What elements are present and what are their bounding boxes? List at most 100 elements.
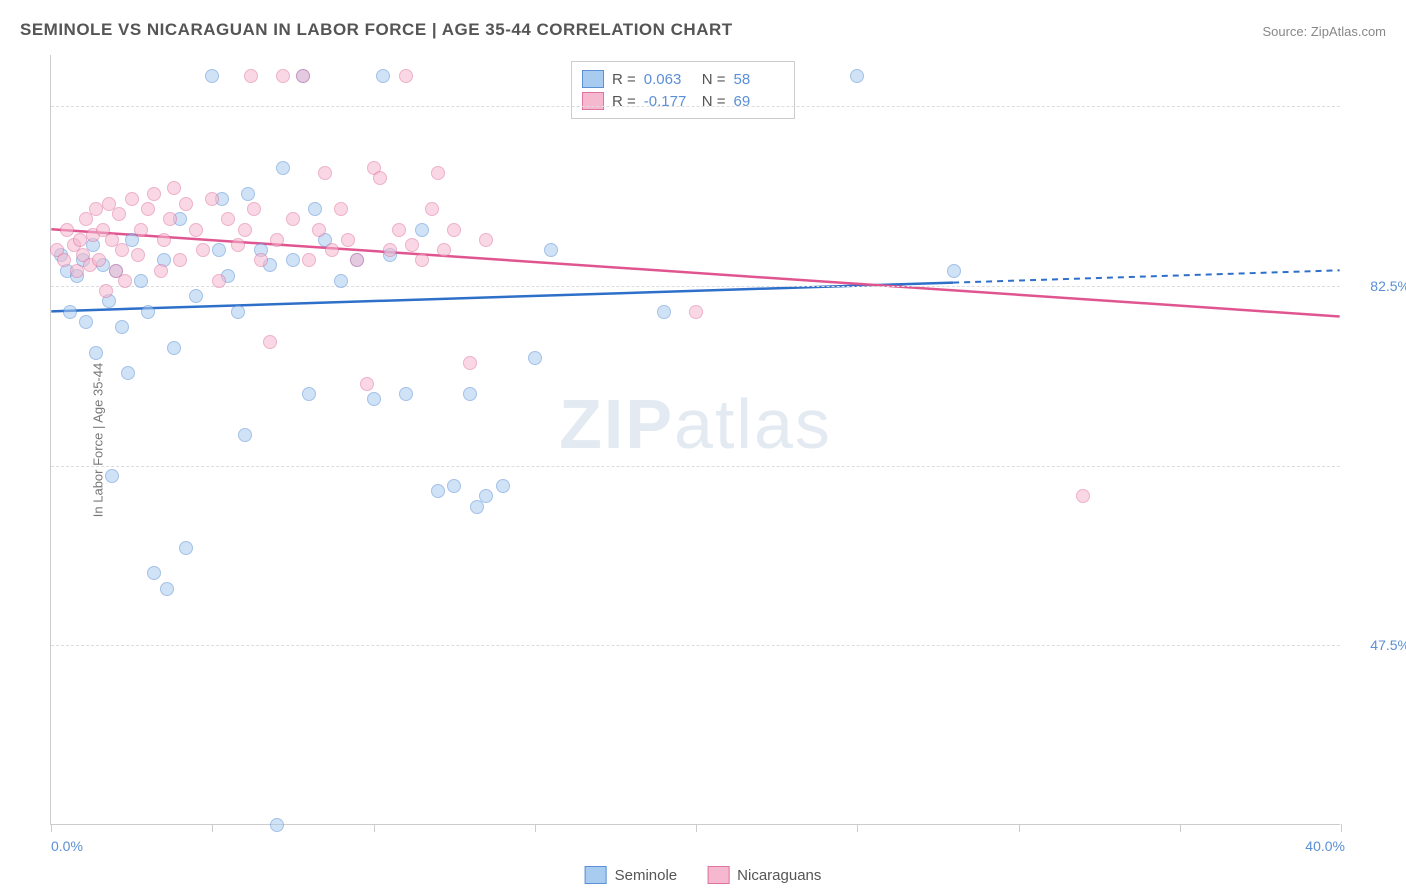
data-point — [496, 479, 510, 493]
y-axis-label: In Labor Force | Age 35-44 — [91, 362, 106, 516]
watermark: ZIPatlas — [559, 384, 832, 464]
chart-container: SEMINOLE VS NICARAGUAN IN LABOR FORCE | … — [0, 0, 1406, 892]
data-point — [431, 484, 445, 498]
data-point — [160, 582, 174, 596]
x-tick — [374, 824, 375, 832]
data-point — [115, 320, 129, 334]
data-point — [431, 166, 445, 180]
y-tick-label: 47.5% — [1350, 637, 1406, 653]
data-point — [134, 274, 148, 288]
data-point — [179, 541, 193, 555]
gridline — [51, 466, 1340, 467]
data-point — [89, 202, 103, 216]
stat-r-label: R = — [612, 71, 636, 88]
x-tick-label: 40.0% — [1305, 838, 1345, 854]
data-point — [241, 187, 255, 201]
data-point — [415, 253, 429, 267]
data-point — [173, 253, 187, 267]
data-point — [276, 69, 290, 83]
x-tick — [696, 824, 697, 832]
data-point — [131, 248, 145, 262]
gridline — [51, 286, 1340, 287]
legend-swatch — [582, 70, 604, 88]
x-tick — [1180, 824, 1181, 832]
data-point — [189, 223, 203, 237]
x-tick — [1019, 824, 1020, 832]
data-point — [205, 69, 219, 83]
data-point — [157, 233, 171, 247]
data-point — [318, 166, 332, 180]
data-point — [57, 253, 71, 267]
data-point — [286, 212, 300, 226]
data-point — [221, 212, 235, 226]
data-point — [334, 274, 348, 288]
data-point — [179, 197, 193, 211]
data-point — [376, 69, 390, 83]
data-point — [118, 274, 132, 288]
data-point — [231, 238, 245, 252]
data-point — [121, 366, 135, 380]
data-point — [244, 69, 258, 83]
y-tick-label: 82.5% — [1350, 278, 1406, 294]
data-point — [302, 253, 316, 267]
x-tick — [535, 824, 536, 832]
x-tick — [1341, 824, 1342, 832]
data-point — [238, 428, 252, 442]
data-point — [70, 264, 84, 278]
data-point — [73, 233, 87, 247]
data-point — [115, 243, 129, 257]
data-point — [689, 305, 703, 319]
data-point — [167, 181, 181, 195]
data-point — [463, 387, 477, 401]
data-point — [399, 387, 413, 401]
x-tick — [212, 824, 213, 832]
legend-label: Seminole — [615, 867, 678, 884]
data-point — [383, 243, 397, 257]
legend-swatch — [585, 866, 607, 884]
stat-r-value: 0.063 — [644, 71, 694, 88]
data-point — [528, 351, 542, 365]
data-point — [286, 253, 300, 267]
data-point — [154, 264, 168, 278]
data-point — [167, 341, 181, 355]
data-point — [141, 202, 155, 216]
data-point — [657, 305, 671, 319]
data-point — [105, 469, 119, 483]
trendline-extrapolated — [953, 270, 1339, 282]
data-point — [1076, 489, 1090, 503]
data-point — [147, 187, 161, 201]
stats-row: R =0.063N =58 — [582, 68, 784, 90]
data-point — [308, 202, 322, 216]
data-point — [399, 69, 413, 83]
data-point — [270, 818, 284, 832]
data-point — [373, 171, 387, 185]
x-tick-label: 0.0% — [51, 838, 83, 854]
data-point — [392, 223, 406, 237]
data-point — [125, 192, 139, 206]
legend-label: Nicaraguans — [737, 867, 821, 884]
data-point — [134, 223, 148, 237]
x-tick — [51, 824, 52, 832]
data-point — [479, 233, 493, 247]
data-point — [205, 192, 219, 206]
data-point — [947, 264, 961, 278]
data-point — [360, 377, 374, 391]
legend-swatch — [707, 866, 729, 884]
data-point — [463, 356, 477, 370]
data-point — [247, 202, 261, 216]
data-point — [325, 243, 339, 257]
data-point — [415, 223, 429, 237]
data-point — [196, 243, 210, 257]
data-point — [60, 223, 74, 237]
data-point — [270, 233, 284, 247]
data-point — [112, 207, 126, 221]
data-point — [231, 305, 245, 319]
data-point — [263, 335, 277, 349]
data-point — [276, 161, 290, 175]
data-point — [312, 223, 326, 237]
data-point — [341, 233, 355, 247]
data-point — [302, 387, 316, 401]
data-point — [254, 253, 268, 267]
data-point — [238, 223, 252, 237]
watermark-rest: atlas — [674, 385, 832, 463]
